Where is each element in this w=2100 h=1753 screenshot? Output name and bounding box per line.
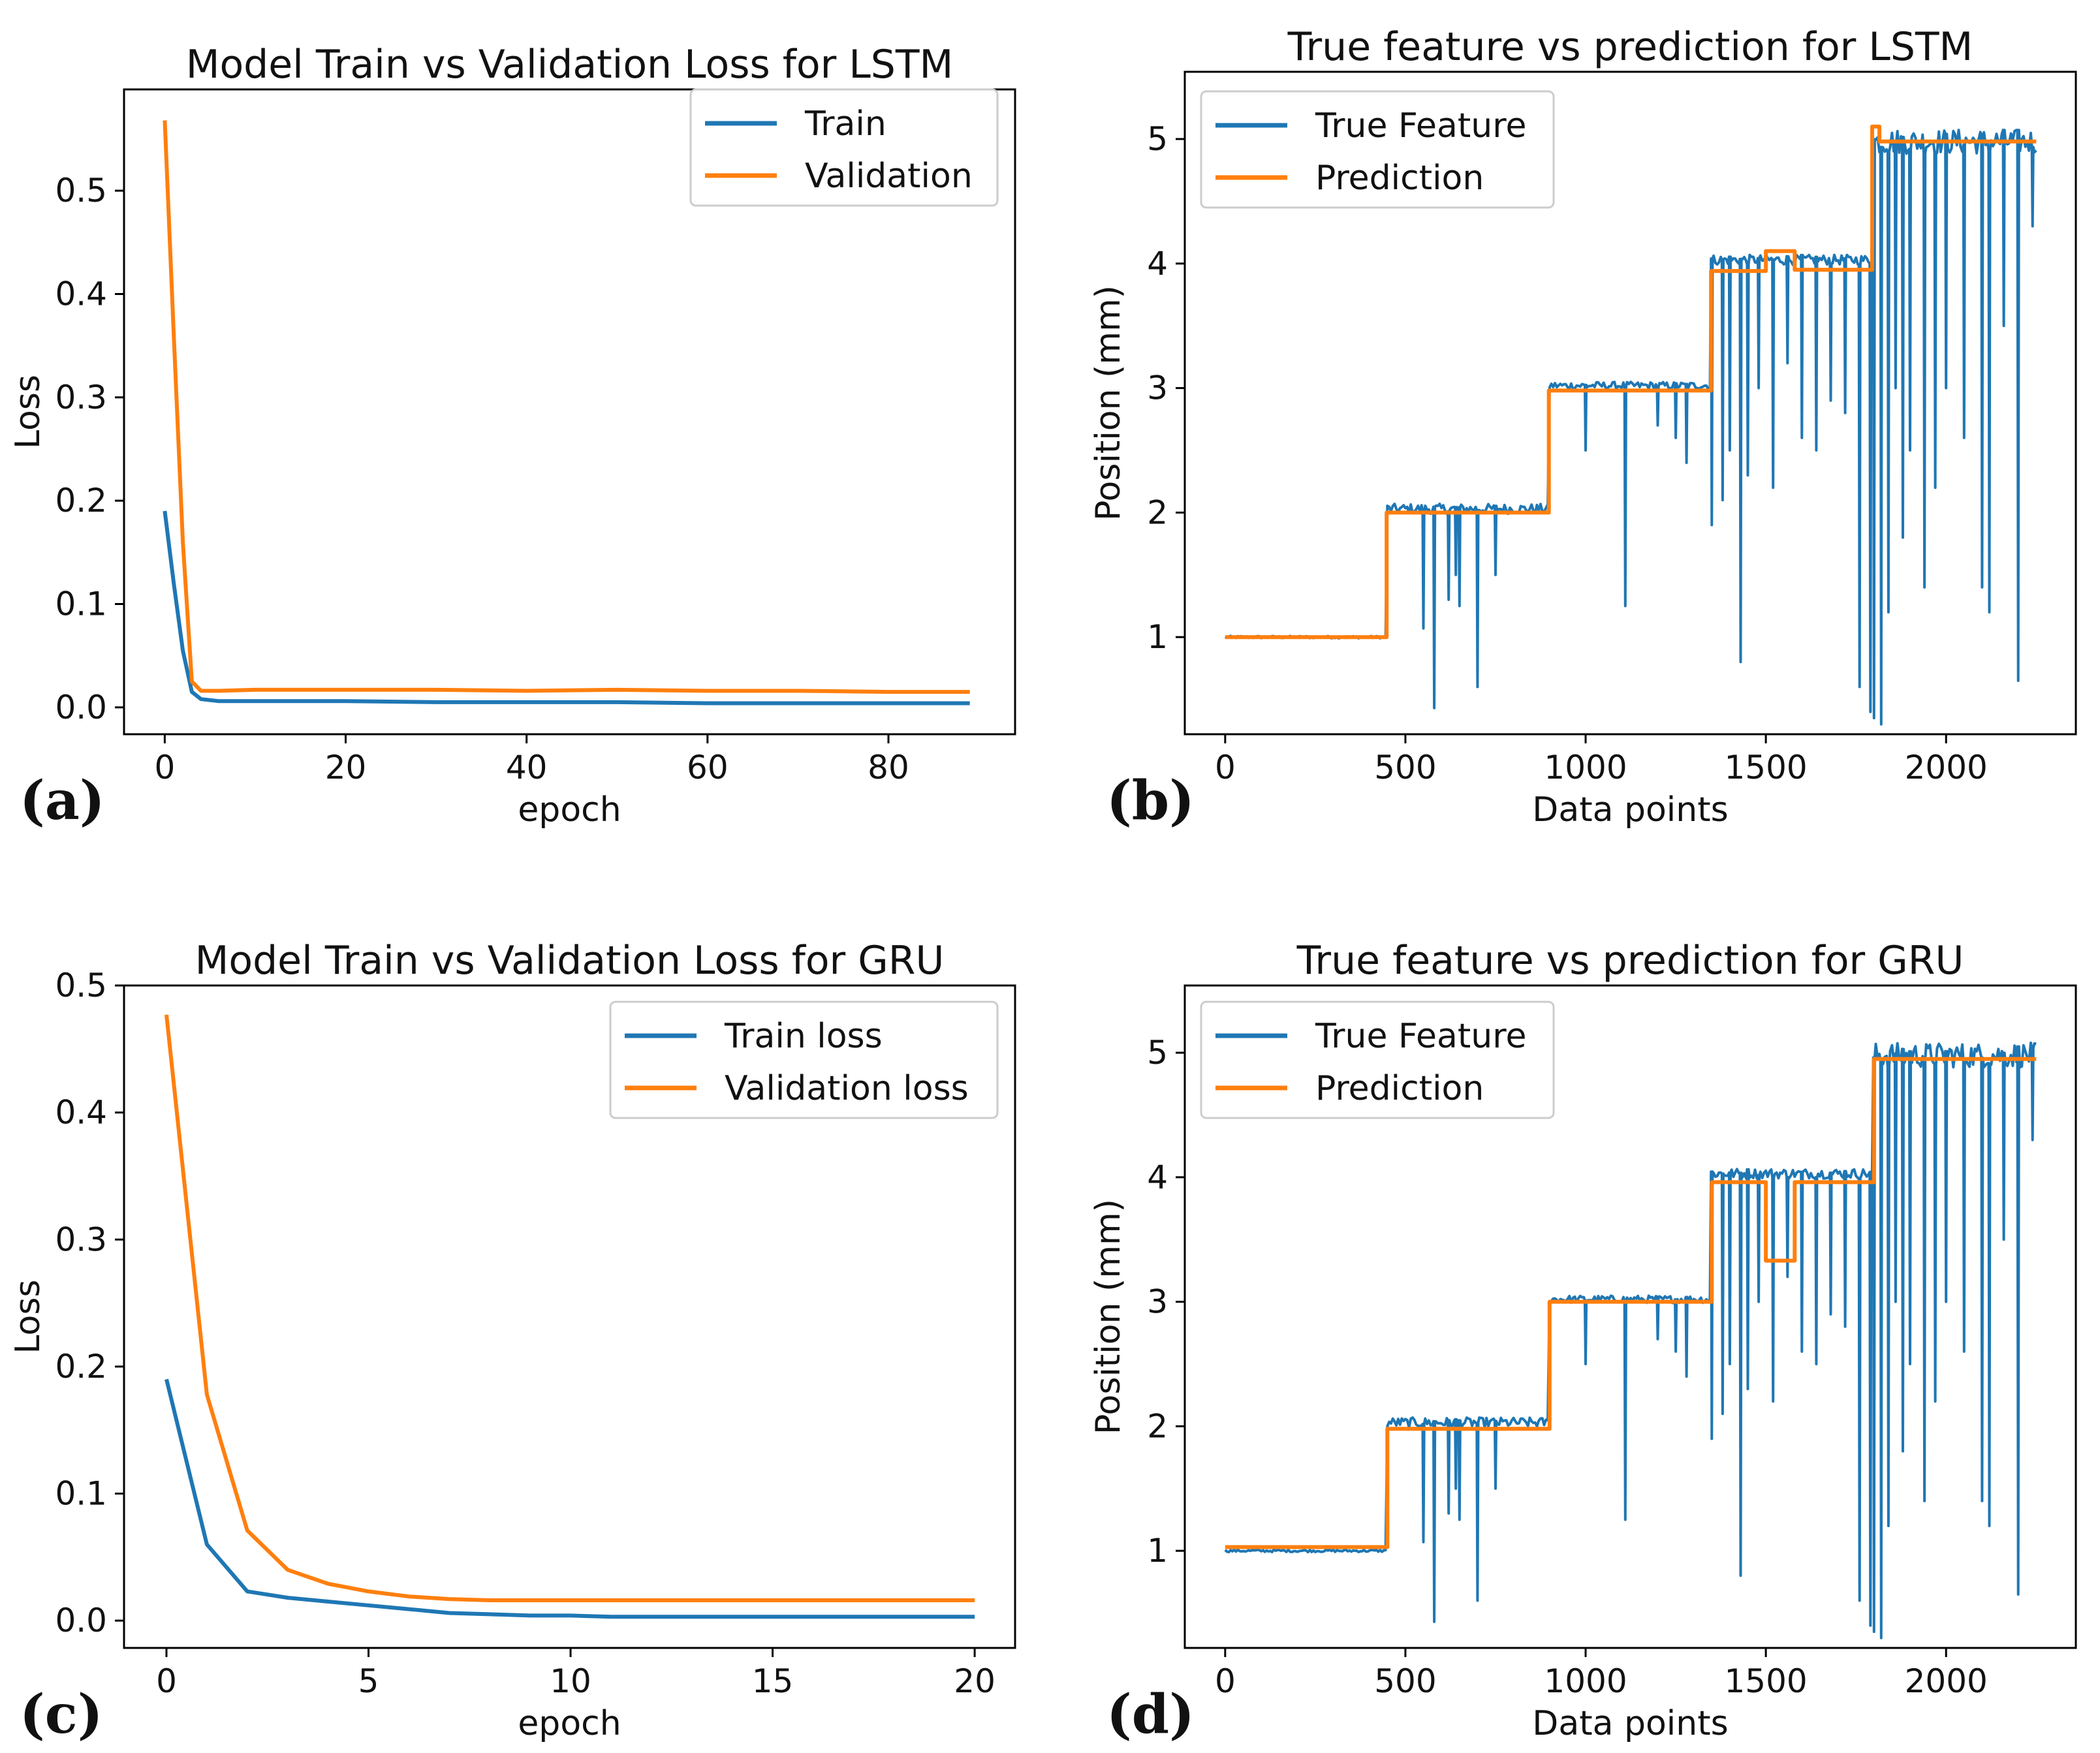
series-line-train-loss bbox=[165, 1378, 975, 1619]
x-axis-label: epoch bbox=[518, 790, 621, 830]
legend-box bbox=[1200, 90, 1555, 209]
x-tick-label: 2000 bbox=[1905, 1662, 1988, 1700]
x-tick-label: 500 bbox=[1374, 749, 1436, 786]
y-tick-label: 4 bbox=[1147, 245, 1168, 283]
panel-label: (a) bbox=[20, 769, 105, 832]
panel-b: 0 500 1000 1500 2000 1 2 3 4 5 True feature vs pre… bbox=[1089, 24, 2077, 832]
y-tick-label: 3 bbox=[1147, 369, 1168, 407]
y-tick-label: 5 bbox=[1147, 1034, 1168, 1072]
x-tick-label: 0 bbox=[1215, 749, 1236, 786]
axes-frame bbox=[1183, 984, 2077, 1649]
series-line-true-feature bbox=[1224, 129, 2037, 726]
chart-title: Model Train vs Validation Loss for GRU bbox=[195, 938, 945, 984]
y-tick-label: 0.5 bbox=[55, 967, 107, 1004]
plot-area bbox=[1224, 124, 2037, 726]
y-tick-label: 0.2 bbox=[55, 1348, 107, 1386]
x-tick-label: 0 bbox=[154, 749, 175, 786]
y-tick-label: 0.0 bbox=[55, 689, 107, 726]
y-tick-label: 0.4 bbox=[55, 275, 107, 313]
panel-c: 0 5 10 15 20 0.0 0.1 0.2 0.3 0.4 0.5 Model Train vs… bbox=[8, 938, 1016, 1746]
y-tick-label: 1 bbox=[1147, 618, 1168, 656]
y-tick-label: 0.3 bbox=[55, 379, 107, 416]
x-tick-label: 0 bbox=[1215, 1662, 1236, 1700]
legend: Train Validation bbox=[689, 88, 999, 207]
x-tick-label: 20 bbox=[325, 749, 367, 786]
x-axis-label: epoch bbox=[518, 1704, 621, 1743]
legend: True Feature Prediction bbox=[1200, 90, 1555, 209]
y-tick-label: 4 bbox=[1147, 1158, 1168, 1196]
series-line-prediction bbox=[1225, 1057, 2037, 1549]
x-tick-label: 80 bbox=[868, 749, 909, 786]
y-tick-label: 0.1 bbox=[55, 1475, 107, 1513]
series-line-validation-loss bbox=[165, 1014, 975, 1602]
legend-label: True Feature bbox=[1315, 106, 1526, 146]
y-tick-label: 0.5 bbox=[55, 172, 107, 209]
chart-title: True feature vs prediction for LSTM bbox=[1287, 24, 1973, 70]
legend-label: Train loss bbox=[724, 1017, 883, 1056]
x-tick-label: 20 bbox=[954, 1662, 995, 1700]
y-tick-label: 0.4 bbox=[55, 1094, 107, 1132]
legend-box bbox=[609, 1001, 999, 1119]
axes-frame bbox=[123, 88, 1016, 736]
series-line-train bbox=[163, 510, 970, 706]
y-tick-label: 5 bbox=[1147, 120, 1168, 158]
x-tick-label: 40 bbox=[506, 749, 548, 786]
x-tick-label: 500 bbox=[1374, 1662, 1436, 1700]
panel-label: (b) bbox=[1106, 769, 1195, 832]
y-tick-label: 2 bbox=[1147, 493, 1168, 531]
y-axis-label: Position (mm) bbox=[1089, 285, 1128, 521]
y-tick-label: 0.1 bbox=[55, 585, 107, 623]
y-axis-label: Loss bbox=[8, 375, 48, 449]
x-tick-label: 0 bbox=[156, 1662, 177, 1700]
axes-frame bbox=[123, 984, 1016, 1649]
axes-frame bbox=[1183, 70, 2077, 736]
panel-d: 0 500 1000 1500 2000 1 2 3 4 5 True feature vs pre… bbox=[1089, 938, 2077, 1746]
x-tick-label: 2000 bbox=[1905, 749, 1988, 786]
y-axis-label: Position (mm) bbox=[1089, 1199, 1128, 1435]
x-tick-label: 60 bbox=[687, 749, 729, 786]
y-tick-label: 0.0 bbox=[55, 1602, 107, 1639]
legend-label: Prediction bbox=[1315, 159, 1484, 198]
panel-label: (d) bbox=[1106, 1683, 1195, 1746]
y-tick-label: 0.2 bbox=[55, 482, 107, 520]
legend-box bbox=[1200, 1001, 1555, 1119]
legend: True Feature Prediction bbox=[1200, 1001, 1555, 1119]
x-tick-label: 15 bbox=[752, 1662, 794, 1700]
legend-label: Train bbox=[804, 104, 886, 144]
x-tick-label: 10 bbox=[550, 1662, 591, 1700]
panel-a: 0 20 40 60 80 0.0 0.1 0.2 0.3 0.4 0.5 Model Train v… bbox=[8, 42, 1016, 832]
chart-title: True feature vs prediction for GRU bbox=[1296, 938, 1964, 984]
x-tick-label: 1000 bbox=[1544, 749, 1627, 786]
y-tick-label: 1 bbox=[1147, 1532, 1168, 1570]
legend-label: Validation loss bbox=[725, 1069, 969, 1108]
x-tick-label: 1000 bbox=[1544, 1662, 1627, 1700]
y-tick-label: 0.3 bbox=[55, 1220, 107, 1258]
chart-title: Model Train vs Validation Loss for LSTM bbox=[186, 42, 954, 87]
y-axis-label: Loss bbox=[8, 1279, 48, 1354]
y-tick-label: 2 bbox=[1147, 1407, 1168, 1445]
plot-area bbox=[1224, 1041, 2037, 1639]
series-line-prediction bbox=[1225, 124, 2037, 640]
legend: Train loss Validation loss bbox=[609, 1001, 999, 1119]
plot-area bbox=[165, 1014, 975, 1619]
y-tick-label: 3 bbox=[1147, 1283, 1168, 1321]
x-tick-label: 5 bbox=[358, 1662, 379, 1700]
x-tick-label: 1500 bbox=[1724, 1662, 1807, 1700]
x-tick-label: 1500 bbox=[1724, 749, 1807, 786]
legend-label: Validation bbox=[805, 157, 973, 196]
legend-label: Prediction bbox=[1315, 1069, 1484, 1108]
series-line-true-feature bbox=[1224, 1041, 2037, 1639]
panel-label: (c) bbox=[20, 1683, 103, 1746]
x-axis-label: Data points bbox=[1532, 1704, 1728, 1743]
series-line-validation bbox=[163, 120, 970, 694]
legend-label: True Feature bbox=[1315, 1017, 1526, 1056]
plot-area bbox=[163, 120, 970, 706]
x-axis-label: Data points bbox=[1532, 790, 1728, 830]
